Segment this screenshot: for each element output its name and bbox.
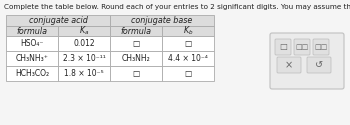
Bar [162, 36, 214, 51]
Bar [162, 26, 214, 36]
Text: □□: □□ [314, 44, 328, 50]
Text: □: □ [132, 69, 140, 78]
Text: ↺: ↺ [315, 60, 323, 70]
Bar [110, 15, 214, 26]
Text: $K_b$: $K_b$ [183, 25, 193, 37]
Bar [6, 51, 58, 66]
Bar [110, 36, 162, 51]
Text: conjugate acid: conjugate acid [29, 16, 88, 25]
Bar [6, 36, 58, 51]
Bar [110, 26, 162, 36]
Text: 4.4 × 10⁻⁴: 4.4 × 10⁻⁴ [168, 54, 208, 63]
Bar [110, 51, 162, 66]
Text: $K_a$: $K_a$ [79, 25, 89, 37]
Text: Complete the table below. Round each of your entries to 2 significant digits. Yo: Complete the table below. Round each of … [4, 3, 350, 10]
Text: formula: formula [120, 26, 152, 36]
Bar [162, 66, 214, 81]
Bar [162, 51, 214, 66]
Bar [6, 66, 58, 81]
Text: □□: □□ [295, 44, 309, 50]
FancyBboxPatch shape [307, 57, 331, 73]
Text: conjugate base: conjugate base [131, 16, 192, 25]
Text: HSO₄⁻: HSO₄⁻ [20, 39, 44, 48]
FancyBboxPatch shape [275, 39, 291, 55]
Text: formula: formula [16, 26, 48, 36]
Text: CH₃NH₂: CH₃NH₂ [122, 54, 150, 63]
Bar [58, 26, 110, 36]
Text: 1.8 × 10⁻⁵: 1.8 × 10⁻⁵ [64, 69, 104, 78]
Bar [58, 51, 110, 66]
Text: □: □ [132, 39, 140, 48]
Bar [110, 66, 162, 81]
Text: ×: × [285, 60, 293, 70]
Bar [6, 15, 110, 26]
Text: □: □ [279, 42, 287, 51]
Text: CH₃NH₃⁺: CH₃NH₃⁺ [15, 54, 48, 63]
Text: □: □ [184, 69, 192, 78]
Text: 2.3 × 10⁻¹¹: 2.3 × 10⁻¹¹ [63, 54, 105, 63]
Bar [58, 66, 110, 81]
Bar [58, 36, 110, 51]
Text: HCH₃CO₂: HCH₃CO₂ [15, 69, 49, 78]
Text: □: □ [184, 39, 192, 48]
FancyBboxPatch shape [270, 33, 344, 89]
FancyBboxPatch shape [277, 57, 301, 73]
Text: 0.012: 0.012 [73, 39, 95, 48]
FancyBboxPatch shape [294, 39, 310, 55]
FancyBboxPatch shape [313, 39, 329, 55]
Bar [6, 26, 58, 36]
